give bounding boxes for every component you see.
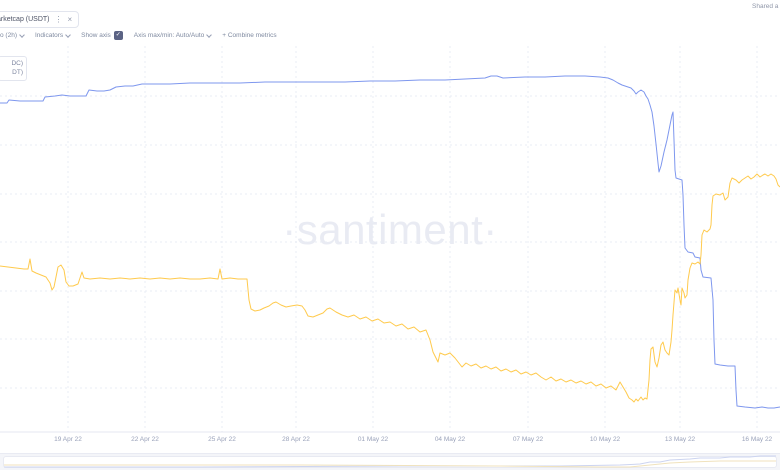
- metric-legend[interactable]: DC) DT): [0, 56, 27, 81]
- check-icon: ✓: [115, 32, 121, 38]
- indicators-dropdown[interactable]: Indicators: [34, 31, 72, 39]
- metric-tab-label: arketcap (USDT): [0, 16, 50, 23]
- chart-toolbar: o (2h) Indicators Show axis ✓ Axis max/m…: [0, 31, 277, 40]
- combine-metrics-label: + Combine metrics: [222, 32, 277, 39]
- x-axis-label: 13 May 22: [664, 436, 696, 443]
- x-axis-label: 22 Apr 22: [131, 436, 159, 443]
- legend-item-blue[interactable]: DC): [11, 60, 23, 67]
- brush-preview-chart: [4, 455, 776, 468]
- indicators-dropdown-label: Indicators: [34, 32, 64, 39]
- show-axis-toggle[interactable]: ✓: [113, 31, 123, 40]
- x-axis-label: 19 Apr 22: [54, 436, 82, 443]
- combine-metrics-button[interactable]: + Combine metrics: [222, 32, 276, 39]
- axis-maxmin-dropdown[interactable]: Axis max/min: Auto/Auto: [133, 31, 213, 39]
- x-axis-label: 07 May 22: [512, 436, 544, 443]
- x-axis: 19 Apr 22 22 Apr 22 25 Apr 22 28 Apr 22 01 M…: [0, 436, 780, 448]
- x-axis-label: 01 May 22: [357, 436, 389, 443]
- x-axis-label: 16 May 22: [741, 436, 773, 443]
- time-range-brush[interactable]: [0, 453, 780, 470]
- close-icon[interactable]: ×: [67, 14, 73, 24]
- brush-sparkline: [4, 460, 776, 468]
- interval-dropdown-label: o (2h): [0, 32, 17, 39]
- show-axis-label: Show axis: [81, 32, 111, 39]
- x-axis-label: 28 Apr 22: [282, 436, 310, 443]
- interval-dropdown[interactable]: o (2h): [0, 31, 25, 39]
- series-line: [0, 75, 780, 409]
- metric-tab[interactable]: arketcap (USDT) ⋮ ×: [0, 11, 80, 28]
- x-axis-label: 04 May 22: [434, 436, 466, 443]
- show-axis-control[interactable]: Show axis ✓: [81, 31, 123, 40]
- legend-item-yellow[interactable]: DT): [12, 69, 23, 76]
- shared-access-label[interactable]: Shared a: [752, 3, 779, 10]
- axis-maxmin-label: Axis max/min: Auto/Auto: [133, 32, 205, 39]
- x-axis-label: 10 May 22: [589, 436, 621, 443]
- series-line: [0, 173, 780, 403]
- kebab-menu-icon[interactable]: ⋮: [54, 14, 63, 24]
- x-axis-label: 25 Apr 22: [208, 436, 236, 443]
